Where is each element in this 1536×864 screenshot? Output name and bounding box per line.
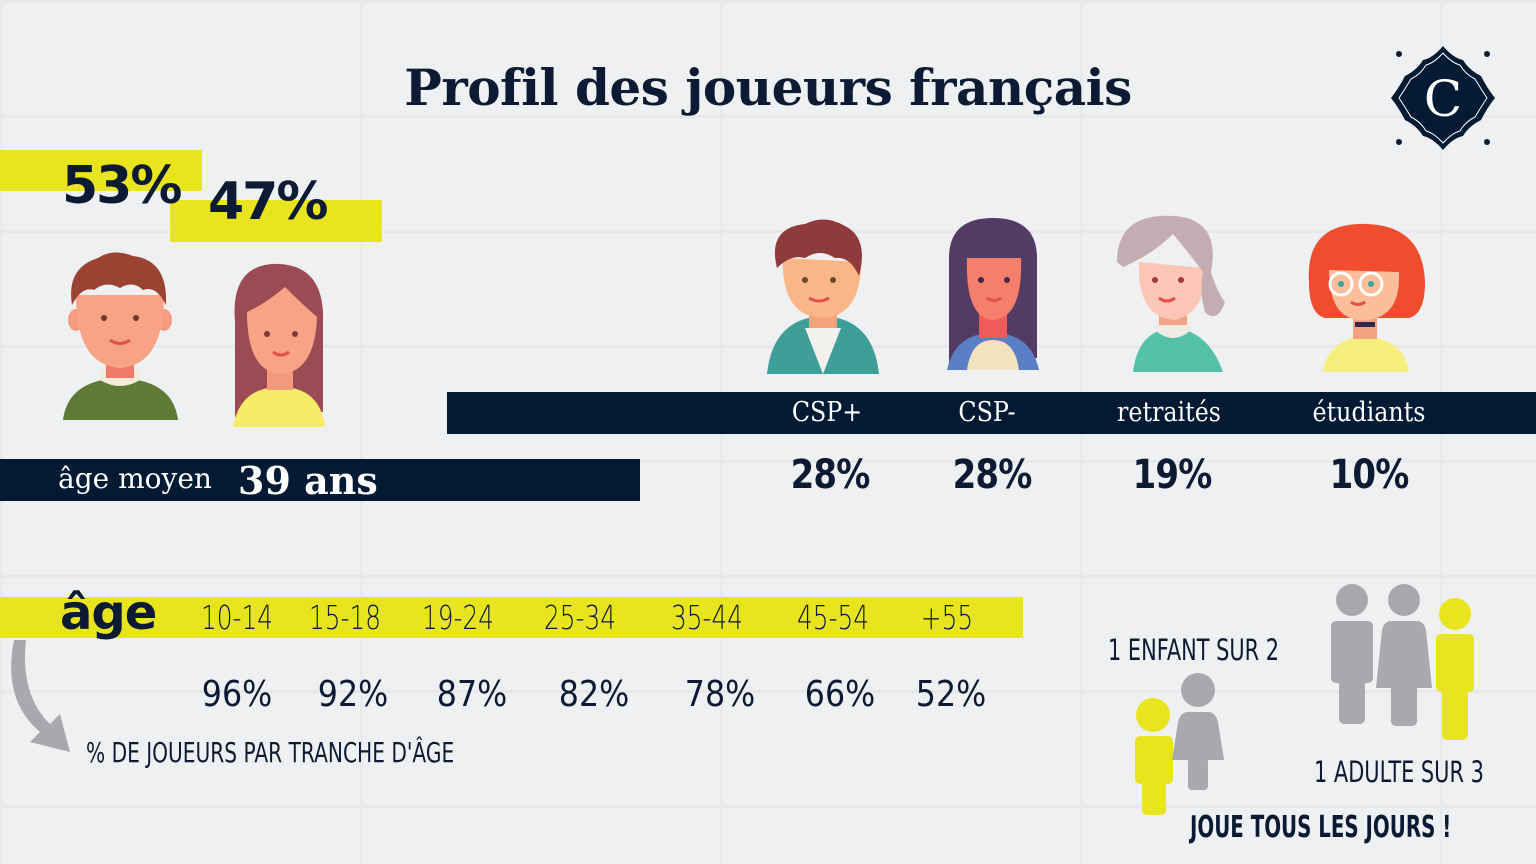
- average-age-bar: [0, 459, 640, 501]
- woman-figure-grey: [1376, 584, 1432, 726]
- female-percentage: 47%: [208, 172, 328, 232]
- male-highlight-bar: [0, 150, 202, 191]
- curved-arrow-icon: [11, 640, 71, 752]
- csp-plus-avatar-icon: [767, 219, 879, 374]
- age-range-label: +55: [920, 598, 974, 637]
- age-range-label: 19-24: [422, 598, 494, 637]
- average-age-value: 39 ans: [238, 458, 378, 503]
- students-label: étudiants: [1312, 397, 1426, 428]
- adults-ratio: 1 ADULTE SUR 3: [1314, 755, 1484, 789]
- female-highlight-bar: [170, 200, 382, 242]
- age-heading: âge: [60, 585, 157, 641]
- average-age-label: âge moyen: [58, 462, 212, 495]
- page-title-text: Profil des joueurs français: [404, 58, 1132, 117]
- age-range-value: 52%: [915, 674, 987, 715]
- age-range-bar: [0, 597, 1023, 638]
- man-figure-grey: [1331, 584, 1373, 724]
- csp-plus-value: 28%: [790, 452, 871, 498]
- age-range-value: 96%: [201, 674, 273, 715]
- female-avatar-icon: [233, 263, 325, 427]
- csp-minus-value: 28%: [952, 452, 1033, 498]
- age-range-label: 25-34: [544, 598, 616, 637]
- daily-play-footer: JOUE TOUS LES JOURS !: [1190, 810, 1452, 845]
- adult-pictograms-icon: [1331, 584, 1474, 740]
- children-ratio: 1 ENFANT SUR 2: [1108, 633, 1280, 667]
- boy-figure-yellow: [1135, 698, 1173, 815]
- socio-category-bar: [447, 392, 1536, 434]
- age-range-value: 78%: [684, 674, 756, 715]
- page-title: Profil des joueurs français: [0, 58, 1536, 117]
- age-range-value: 92%: [317, 674, 389, 715]
- girl-figure-grey: [1172, 673, 1224, 790]
- age-range-label: 35-44: [671, 598, 743, 637]
- male-percentage: 53%: [62, 156, 182, 216]
- adult-figure-yellow: [1436, 598, 1474, 740]
- retirees-value: 19%: [1132, 452, 1213, 498]
- age-caption: % DE JOUEURS PAR TRANCHE D'ÂGE: [86, 736, 455, 769]
- age-range-value: 87%: [436, 674, 508, 715]
- age-range-label: 45-54: [797, 598, 869, 637]
- male-avatar-icon: [63, 252, 178, 420]
- retiree-avatar-icon: [1117, 215, 1225, 372]
- age-range-value: 82%: [558, 674, 630, 715]
- csp-plus-label: CSP+: [791, 397, 863, 428]
- diamond-logo-icon: C: [1391, 46, 1495, 150]
- student-avatar-icon: [1308, 223, 1425, 372]
- logo-letter: C: [1424, 70, 1462, 128]
- csp-minus-avatar-icon: [947, 218, 1039, 370]
- csp-minus-label: CSP-: [958, 397, 1016, 428]
- students-value: 10%: [1329, 452, 1410, 498]
- age-range-value: 66%: [804, 674, 876, 715]
- retirees-label: retraités: [1117, 397, 1221, 428]
- age-range-label: 10-14: [201, 598, 273, 637]
- age-range-label: 15-18: [309, 598, 381, 637]
- child-pictograms-icon: [1135, 673, 1224, 815]
